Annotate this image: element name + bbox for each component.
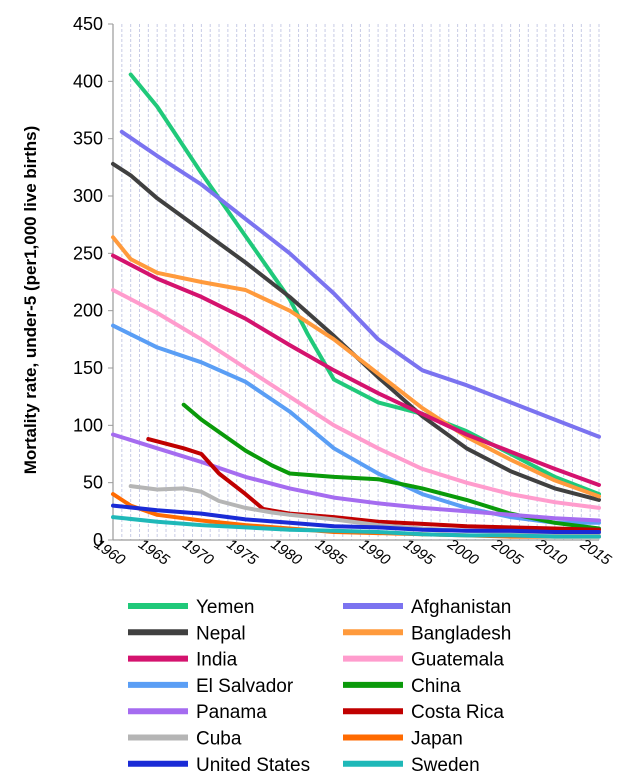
legend-item-panama: Panama <box>128 702 267 723</box>
legend-item-china: China <box>343 676 461 697</box>
x-tick-label: 1965 <box>135 536 173 569</box>
legend-label: Costa Rica <box>411 702 504 723</box>
series-line-panama <box>111 432 601 523</box>
legend-label: Yemen <box>196 597 254 618</box>
series-line-sweden <box>111 515 601 539</box>
legend-item-afghanistan: Afghanistan <box>343 597 511 618</box>
legend-label: Afghanistan <box>411 597 511 618</box>
legend-label: Japan <box>411 729 463 750</box>
legend-item-united-states: United States <box>128 755 310 776</box>
legend: Yemen Afghanistan Nepal Bangladesh India Guat… <box>128 597 511 776</box>
legend-item-yemen: Yemen <box>128 597 254 618</box>
series-line-yemen <box>128 72 601 497</box>
legend-label: China <box>411 676 461 697</box>
y-tick-label: 100 <box>73 415 103 435</box>
y-axis-title: Mortality rate, under-5 (per1,000 live b… <box>21 126 40 475</box>
y-tick-label: 0 <box>93 530 103 550</box>
x-tick-label: 1980 <box>268 536 306 569</box>
y-tick-label: 350 <box>73 129 103 149</box>
legend-label: Panama <box>196 702 267 723</box>
x-tick-label: 1985 <box>312 536 350 569</box>
series-line-guatemala <box>111 288 601 510</box>
series-line-afghanistan <box>119 129 601 439</box>
x-tick-label: 1995 <box>400 536 438 569</box>
series-line-india <box>111 253 601 487</box>
legend-item-el-salvador: El Salvador <box>128 676 294 697</box>
x-tick-label: 1975 <box>224 536 262 569</box>
legend-item-guatemala: Guatemala <box>343 650 504 671</box>
vertical-gridlines <box>121 24 600 540</box>
legend-label: El Salvador <box>196 676 294 697</box>
y-tick-label: 200 <box>73 301 103 321</box>
y-tick-label: 300 <box>73 186 103 206</box>
y-tick-label: 150 <box>73 358 103 378</box>
legend-label: Nepal <box>196 623 246 644</box>
legend-label: Sweden <box>411 755 480 776</box>
y-tick-label: 400 <box>73 71 103 91</box>
legend-label: India <box>196 650 238 671</box>
legend-item-nepal: Nepal <box>128 623 246 644</box>
legend-label: United States <box>196 755 310 776</box>
series-line-bangladesh <box>111 235 601 499</box>
x-tick-label: 1970 <box>179 536 217 569</box>
series-lines <box>111 72 601 539</box>
legend-label: Bangladesh <box>411 623 511 644</box>
series-line-united-states <box>111 503 601 534</box>
legend-item-india: India <box>128 650 238 671</box>
legend-item-japan: Japan <box>343 729 463 750</box>
series-line-nepal <box>111 161 601 502</box>
axes <box>112 24 599 541</box>
legend-label: Cuba <box>196 729 242 750</box>
legend-item-sweden: Sweden <box>343 755 480 776</box>
legend-item-costa-rica: Costa Rica <box>343 702 504 723</box>
y-tick-label: 450 <box>73 14 103 34</box>
series-line-el-salvador <box>111 323 601 525</box>
y-axis-tick-labels: 0 50 100 150 200 250 300 350 400 450 <box>73 14 113 550</box>
y-tick-label: 50 <box>83 473 103 493</box>
x-tick-label: 1960 <box>91 536 129 569</box>
y-tick-label: 250 <box>73 243 103 263</box>
legend-item-bangladesh: Bangladesh <box>343 623 511 644</box>
x-tick-label: 1990 <box>356 536 394 569</box>
legend-item-cuba: Cuba <box>128 729 242 750</box>
legend-label: Guatemala <box>411 650 504 671</box>
